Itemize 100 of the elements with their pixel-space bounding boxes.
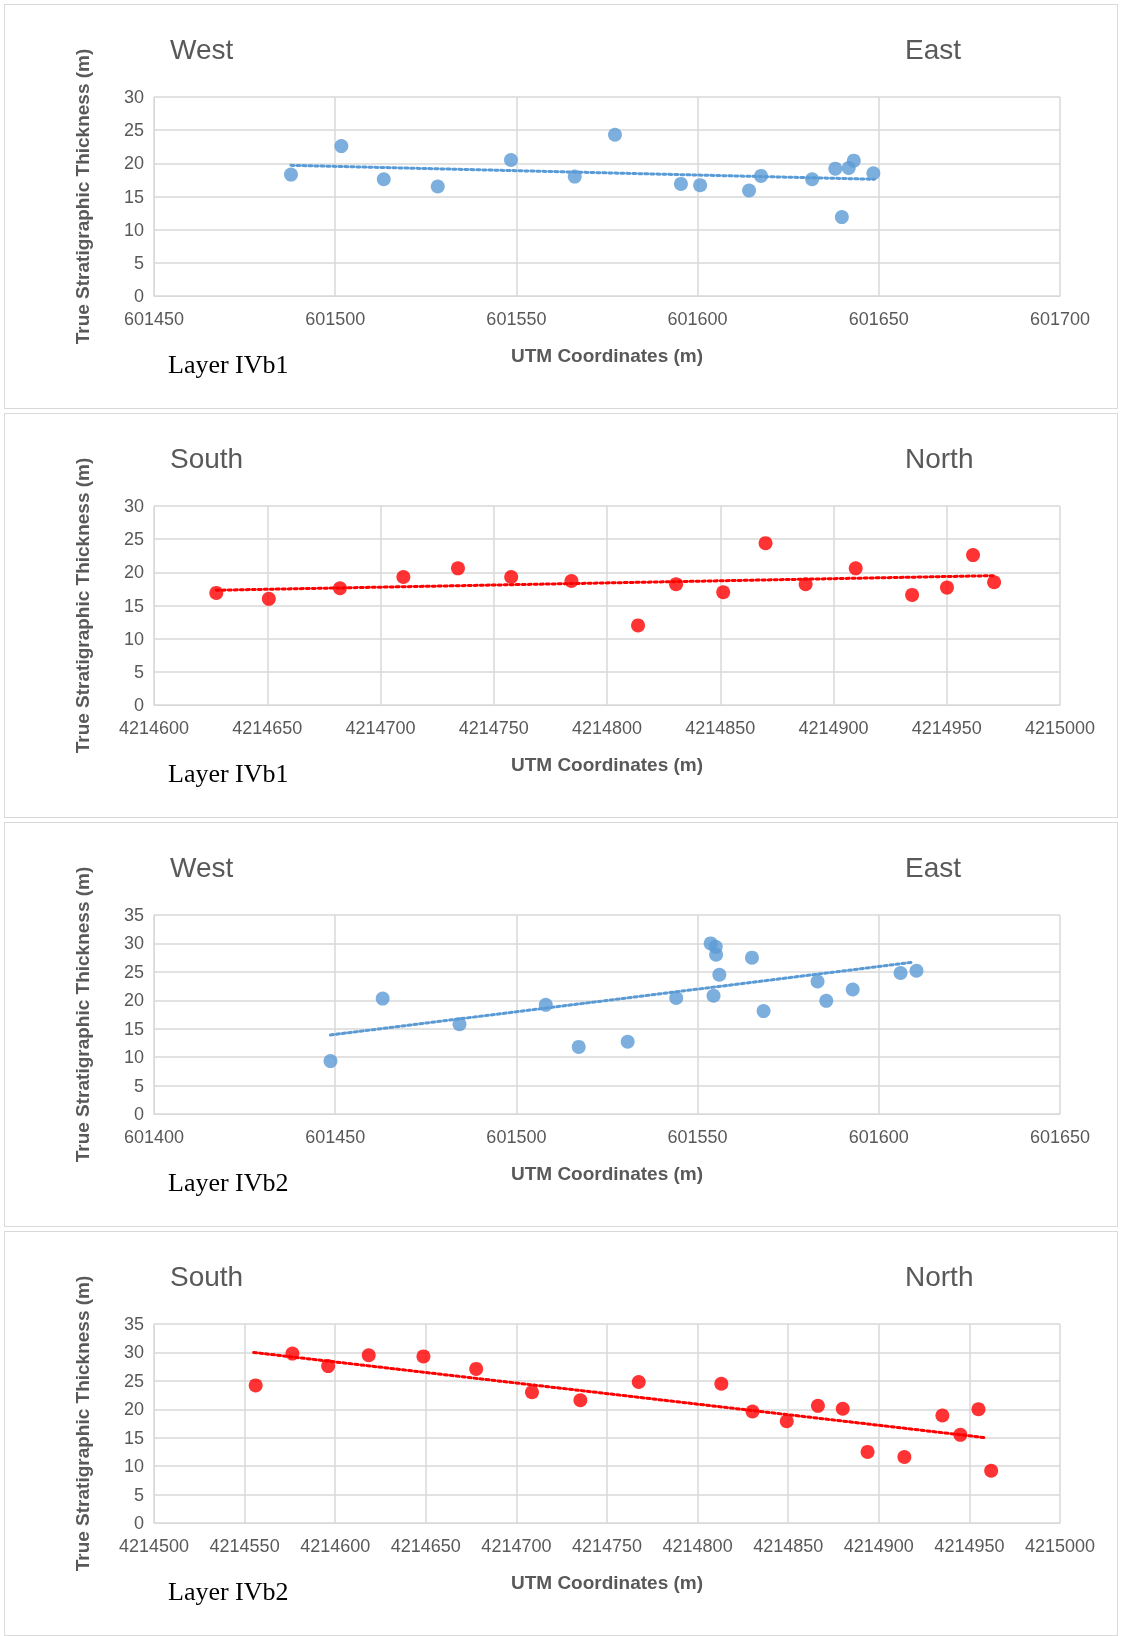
point — [805, 172, 820, 187]
y-axis-title: True Stratigraphic Thickness (m) — [71, 48, 93, 345]
y-tick-label: 0 — [133, 695, 144, 715]
point — [284, 167, 298, 182]
point — [567, 169, 582, 184]
x-tick-label: 601550 — [486, 309, 547, 329]
x-tick-label: 601700 — [1029, 309, 1091, 329]
point — [848, 561, 863, 576]
x-tick-label: 4214650 — [232, 718, 303, 738]
x-tick-label: 4214900 — [843, 1536, 914, 1556]
point — [673, 176, 688, 191]
x-tick-label: 601450 — [123, 309, 185, 329]
x-tick-label: 601400 — [123, 1127, 185, 1147]
y-tick-label: 0 — [133, 286, 144, 306]
point — [376, 172, 391, 187]
point — [323, 1054, 338, 1069]
y-tick-label: 30 — [123, 933, 144, 954]
point — [450, 561, 465, 576]
x-tick-label: 601650 — [848, 309, 909, 329]
point — [631, 618, 646, 633]
point — [834, 210, 849, 225]
text: West — [170, 33, 234, 65]
y-tick-label: 30 — [123, 496, 144, 516]
x-axis-title: UTM Coordinates (m) — [510, 1163, 704, 1184]
x-tick-label: 601450 — [305, 1127, 366, 1147]
text: Layer IVb2 — [168, 1576, 289, 1606]
x-tick-label: 4214600 — [118, 718, 190, 738]
x-tick-label: 4214850 — [685, 718, 756, 738]
point — [469, 1361, 484, 1376]
x-tick-label: 4215000 — [1024, 718, 1096, 738]
text: South — [170, 1260, 244, 1292]
point — [693, 178, 708, 193]
y-tick-label: 5 — [133, 1075, 144, 1096]
point — [631, 1375, 646, 1389]
y-tick-label: 10 — [123, 1456, 144, 1477]
x-tick-label: 4214900 — [798, 718, 869, 738]
point — [966, 548, 981, 563]
point — [706, 988, 721, 1003]
x-tick-label: 4214500 — [118, 1536, 190, 1556]
text: East — [905, 851, 962, 883]
point — [953, 1427, 968, 1442]
point — [742, 183, 757, 198]
text: Layer IVb2 — [168, 1167, 289, 1197]
x-tick-label: 601600 — [667, 309, 728, 329]
y-tick-label: 15 — [123, 595, 144, 616]
point — [712, 967, 727, 982]
point — [669, 991, 684, 1006]
point — [866, 166, 881, 181]
y-tick-label: 25 — [123, 529, 144, 550]
y-tick-label: 20 — [123, 1399, 144, 1420]
point — [939, 580, 954, 595]
point — [819, 993, 834, 1008]
x-tick-label: 4214800 — [662, 1536, 733, 1556]
point — [525, 1385, 539, 1400]
point — [209, 585, 224, 600]
point — [285, 1346, 300, 1361]
point — [573, 1393, 588, 1408]
point — [261, 591, 276, 606]
y-tick-label: 5 — [133, 661, 144, 682]
x-tick-label: 4214950 — [934, 1536, 1005, 1556]
point — [504, 569, 519, 584]
point — [620, 1034, 635, 1049]
x-tick-label: 4214700 — [345, 718, 416, 738]
text: West — [170, 851, 234, 883]
x-tick-label: 601550 — [667, 1127, 728, 1147]
point — [332, 581, 347, 596]
x-tick-label: 4214750 — [571, 1536, 643, 1556]
y-tick-label: 10 — [123, 219, 144, 240]
y-tick-label: 15 — [123, 1018, 144, 1039]
point — [779, 1414, 794, 1429]
point — [860, 1444, 875, 1459]
y-tick-label: 0 — [133, 1513, 144, 1533]
point — [669, 577, 684, 592]
text: North — [905, 1260, 974, 1292]
y-axis-title: True Stratigraphic Thickness (m) — [71, 1275, 93, 1572]
y-tick-label: 35 — [123, 1314, 144, 1334]
y-tick-label: 5 — [133, 252, 144, 273]
x-tick-label: 4214700 — [481, 1536, 552, 1556]
y-tick-label: 30 — [123, 87, 144, 107]
point — [744, 950, 759, 965]
point — [893, 966, 908, 980]
point — [745, 1404, 760, 1419]
y-tick-label: 10 — [123, 1047, 144, 1068]
y-tick-label: 0 — [133, 1104, 144, 1124]
point — [828, 161, 843, 176]
text: South — [170, 442, 244, 474]
y-tick-label: 30 — [123, 1342, 144, 1363]
point — [430, 179, 445, 194]
x-tick-label: 601500 — [486, 1127, 547, 1147]
x-tick-label: 4214650 — [390, 1536, 461, 1556]
point — [503, 153, 518, 168]
x-axis-title: UTM Coordinates (m) — [510, 1572, 704, 1593]
y-tick-label: 25 — [123, 120, 144, 141]
point — [846, 153, 861, 168]
y-tick-label: 15 — [123, 186, 144, 207]
y-tick-label: 25 — [123, 1370, 144, 1391]
point — [396, 569, 411, 584]
text: Layer IVb1 — [168, 349, 289, 379]
y-tick-label: 25 — [123, 961, 144, 982]
x-tick-label: 4214950 — [911, 718, 982, 738]
